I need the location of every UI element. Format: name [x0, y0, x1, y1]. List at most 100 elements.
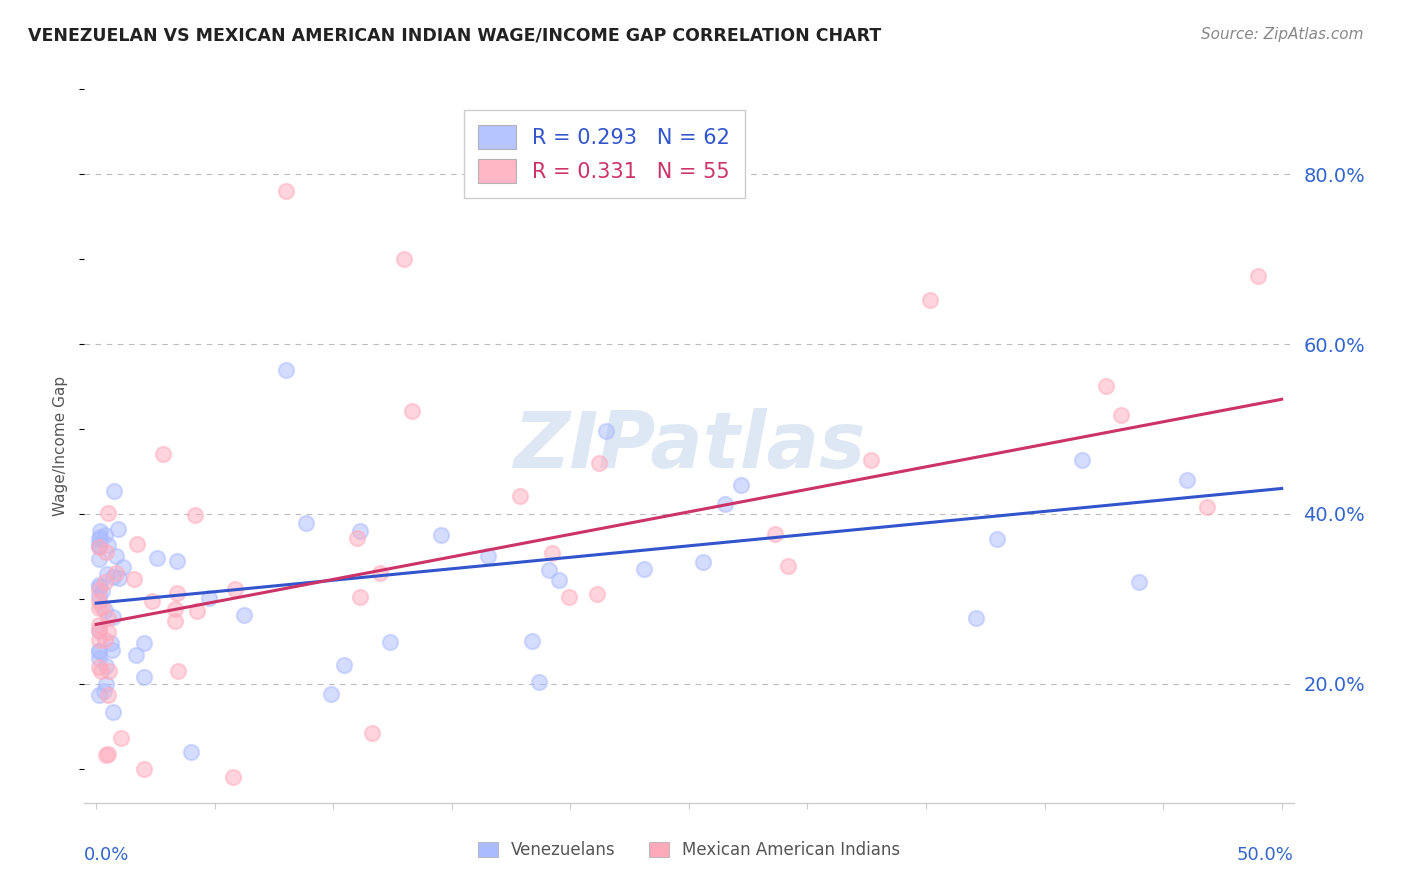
Point — [89, 665, 111, 679]
Point — [90, 599, 112, 614]
Point — [763, 527, 786, 541]
Point — [538, 563, 561, 577]
Point — [87, 624, 110, 639]
Point — [380, 635, 402, 649]
Point — [586, 587, 609, 601]
Point — [125, 537, 148, 551]
Point — [141, 593, 163, 607]
Point — [730, 478, 752, 492]
Point — [97, 665, 120, 679]
Point — [986, 533, 1008, 547]
Point — [107, 571, 129, 585]
Point — [97, 506, 120, 520]
Point — [520, 634, 543, 648]
Point — [222, 770, 245, 784]
Point — [104, 566, 127, 580]
Point — [401, 404, 423, 418]
Point — [96, 545, 118, 559]
Point — [166, 664, 188, 678]
Point — [104, 549, 127, 563]
Point — [152, 447, 174, 461]
Point — [588, 456, 610, 470]
Point — [97, 611, 120, 625]
Point — [692, 555, 714, 569]
Point — [87, 580, 110, 594]
Y-axis label: Wage/Income Gap: Wage/Income Gap — [53, 376, 69, 516]
Point — [87, 589, 110, 603]
Point — [186, 604, 208, 618]
Legend: Venezuelans, Mexican American Indians: Venezuelans, Mexican American Indians — [471, 835, 907, 866]
Point — [94, 659, 117, 673]
Point — [87, 632, 110, 647]
Point — [132, 762, 155, 776]
Point — [110, 731, 132, 746]
Point — [180, 745, 202, 759]
Point — [107, 522, 129, 536]
Point — [346, 531, 368, 545]
Point — [100, 643, 122, 657]
Text: ZIPatlas: ZIPatlas — [513, 408, 865, 484]
Text: VENEZUELAN VS MEXICAN AMERICAN INDIAN WAGE/INCOME GAP CORRELATION CHART: VENEZUELAN VS MEXICAN AMERICAN INDIAN WA… — [28, 27, 882, 45]
Point — [100, 636, 122, 650]
Point — [163, 614, 186, 628]
Point — [124, 572, 146, 586]
Point — [89, 530, 111, 544]
Point — [1071, 452, 1094, 467]
Point — [198, 591, 221, 605]
Point — [97, 747, 120, 762]
Point — [918, 293, 941, 307]
Point — [541, 546, 564, 560]
Point — [714, 498, 737, 512]
Point — [87, 578, 110, 592]
Point — [859, 453, 882, 467]
Point — [132, 670, 155, 684]
Point — [97, 688, 120, 702]
Point — [319, 687, 342, 701]
Point — [87, 659, 110, 673]
Point — [87, 552, 110, 566]
Point — [776, 559, 799, 574]
Point — [558, 591, 581, 605]
Point — [132, 636, 155, 650]
Point — [93, 633, 115, 648]
Point — [94, 747, 117, 762]
Point — [101, 705, 124, 719]
Point — [125, 648, 148, 663]
Point — [527, 675, 550, 690]
Point — [93, 575, 115, 590]
Point — [165, 601, 187, 615]
Point — [1095, 378, 1118, 392]
Point — [1109, 408, 1132, 422]
Point — [87, 583, 110, 598]
Point — [87, 617, 110, 632]
Point — [595, 424, 617, 438]
Point — [103, 610, 125, 624]
Point — [101, 570, 124, 584]
Point — [394, 252, 416, 266]
Point — [274, 184, 297, 198]
Point — [97, 625, 120, 640]
Point — [97, 538, 120, 552]
Point — [87, 540, 110, 554]
Point — [332, 657, 354, 672]
Point — [87, 689, 110, 703]
Point — [1197, 500, 1219, 514]
Text: 50.0%: 50.0% — [1237, 846, 1294, 863]
Point — [477, 549, 499, 564]
Point — [1175, 473, 1198, 487]
Point — [183, 508, 205, 523]
Point — [224, 582, 246, 596]
Point — [233, 608, 256, 623]
Point — [349, 524, 371, 538]
Point — [89, 524, 111, 538]
Point — [103, 483, 125, 498]
Point — [430, 527, 453, 541]
Point — [96, 566, 118, 581]
Point — [349, 590, 371, 604]
Point — [91, 584, 114, 599]
Point — [87, 644, 110, 658]
Point — [368, 566, 391, 580]
Point — [87, 651, 110, 665]
Point — [87, 623, 110, 637]
Point — [295, 516, 318, 530]
